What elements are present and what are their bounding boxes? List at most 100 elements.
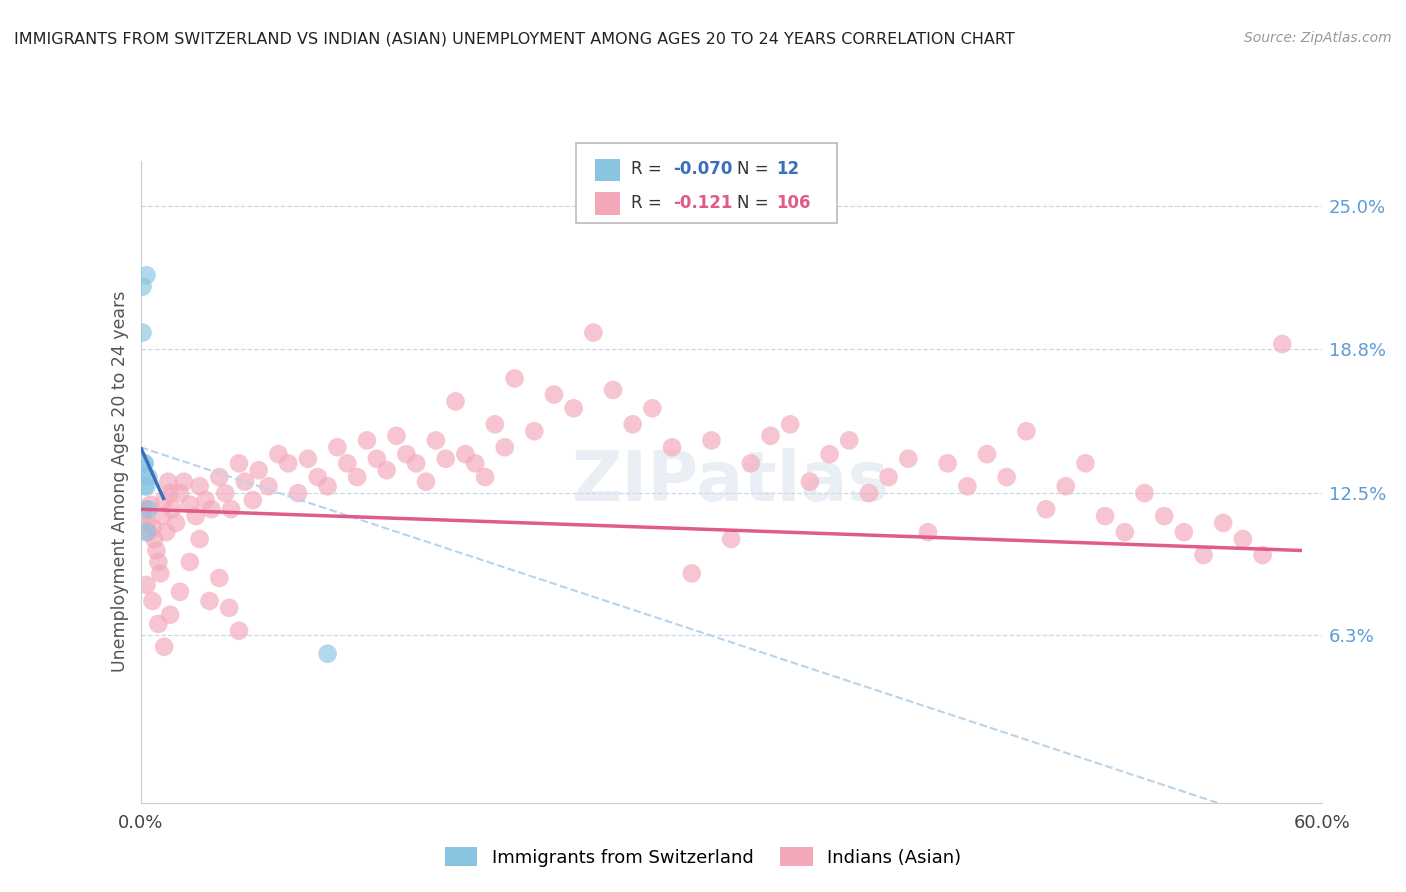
Point	[135, 268, 157, 283]
Text: N =: N =	[737, 194, 773, 212]
Point	[562, 401, 585, 416]
Point	[150, 509, 173, 524]
Point	[165, 516, 187, 530]
Point	[139, 498, 162, 512]
Point	[149, 566, 172, 581]
Point	[257, 479, 280, 493]
Point	[1212, 516, 1234, 530]
Point	[135, 525, 157, 540]
Text: -0.121: -0.121	[673, 194, 733, 212]
Point	[307, 470, 329, 484]
Point	[818, 447, 841, 461]
Text: R =: R =	[631, 194, 668, 212]
Point	[1232, 532, 1254, 546]
Point	[434, 451, 457, 466]
Text: N =: N =	[737, 161, 773, 178]
Point	[523, 424, 546, 438]
Point	[621, 417, 644, 432]
Point	[184, 509, 207, 524]
Point	[134, 479, 156, 493]
Point	[131, 279, 153, 293]
Point	[346, 470, 368, 484]
Point	[1094, 509, 1116, 524]
Point	[375, 463, 398, 477]
Point	[474, 470, 496, 484]
Point	[681, 566, 703, 581]
Point	[135, 516, 157, 530]
Point	[336, 456, 359, 470]
Point	[173, 475, 195, 489]
Point	[194, 493, 217, 508]
Point	[277, 456, 299, 470]
Point	[200, 502, 222, 516]
Point	[134, 456, 156, 470]
Point	[297, 451, 319, 466]
Point	[858, 486, 880, 500]
Point	[208, 470, 231, 484]
Point	[159, 607, 181, 622]
Point	[425, 434, 447, 448]
Point	[720, 532, 742, 546]
Text: Source: ZipAtlas.com: Source: ZipAtlas.com	[1244, 31, 1392, 45]
Point	[494, 440, 516, 454]
Point	[1054, 479, 1077, 493]
Point	[897, 451, 920, 466]
Point	[661, 440, 683, 454]
Point	[160, 502, 183, 516]
Point	[135, 479, 157, 493]
Point	[316, 647, 339, 661]
Point	[415, 475, 437, 489]
Point	[148, 616, 170, 631]
Point	[1074, 456, 1097, 470]
Point	[159, 486, 181, 500]
Point	[134, 502, 156, 516]
Point	[799, 475, 821, 489]
Point	[138, 502, 160, 516]
Point	[179, 555, 201, 569]
Point	[641, 401, 664, 416]
Point	[131, 467, 153, 482]
Point	[454, 447, 477, 461]
Point	[1035, 502, 1057, 516]
Point	[395, 447, 418, 461]
Point	[316, 479, 339, 493]
Point	[157, 475, 180, 489]
Point	[356, 434, 378, 448]
Point	[602, 383, 624, 397]
Text: R =: R =	[631, 161, 668, 178]
Point	[233, 475, 256, 489]
Point	[155, 525, 177, 540]
Point	[1251, 548, 1274, 562]
Point	[153, 493, 176, 508]
Point	[267, 447, 290, 461]
Point	[976, 447, 998, 461]
Point	[188, 479, 211, 493]
Point	[138, 470, 160, 484]
Point	[135, 578, 157, 592]
Point	[242, 493, 264, 508]
Point	[995, 470, 1018, 484]
Point	[145, 543, 167, 558]
Point	[228, 624, 250, 638]
Point	[936, 456, 959, 470]
Text: 12: 12	[776, 161, 799, 178]
Point	[287, 486, 309, 500]
Point	[1173, 525, 1195, 540]
Point	[169, 584, 191, 599]
Point	[1192, 548, 1215, 562]
Point	[153, 640, 176, 654]
Point	[444, 394, 467, 409]
Text: -0.070: -0.070	[673, 161, 733, 178]
Point	[740, 456, 762, 470]
Point	[838, 434, 860, 448]
Point	[366, 451, 388, 466]
Point	[1271, 337, 1294, 351]
Point	[219, 502, 242, 516]
Point	[131, 509, 153, 524]
Y-axis label: Unemployment Among Ages 20 to 24 years: Unemployment Among Ages 20 to 24 years	[111, 291, 129, 673]
Text: 106: 106	[776, 194, 811, 212]
Point	[877, 470, 900, 484]
Point	[198, 594, 221, 608]
Point	[247, 463, 270, 477]
Text: IMMIGRANTS FROM SWITZERLAND VS INDIAN (ASIAN) UNEMPLOYMENT AMONG AGES 20 TO 24 Y: IMMIGRANTS FROM SWITZERLAND VS INDIAN (A…	[14, 31, 1015, 46]
